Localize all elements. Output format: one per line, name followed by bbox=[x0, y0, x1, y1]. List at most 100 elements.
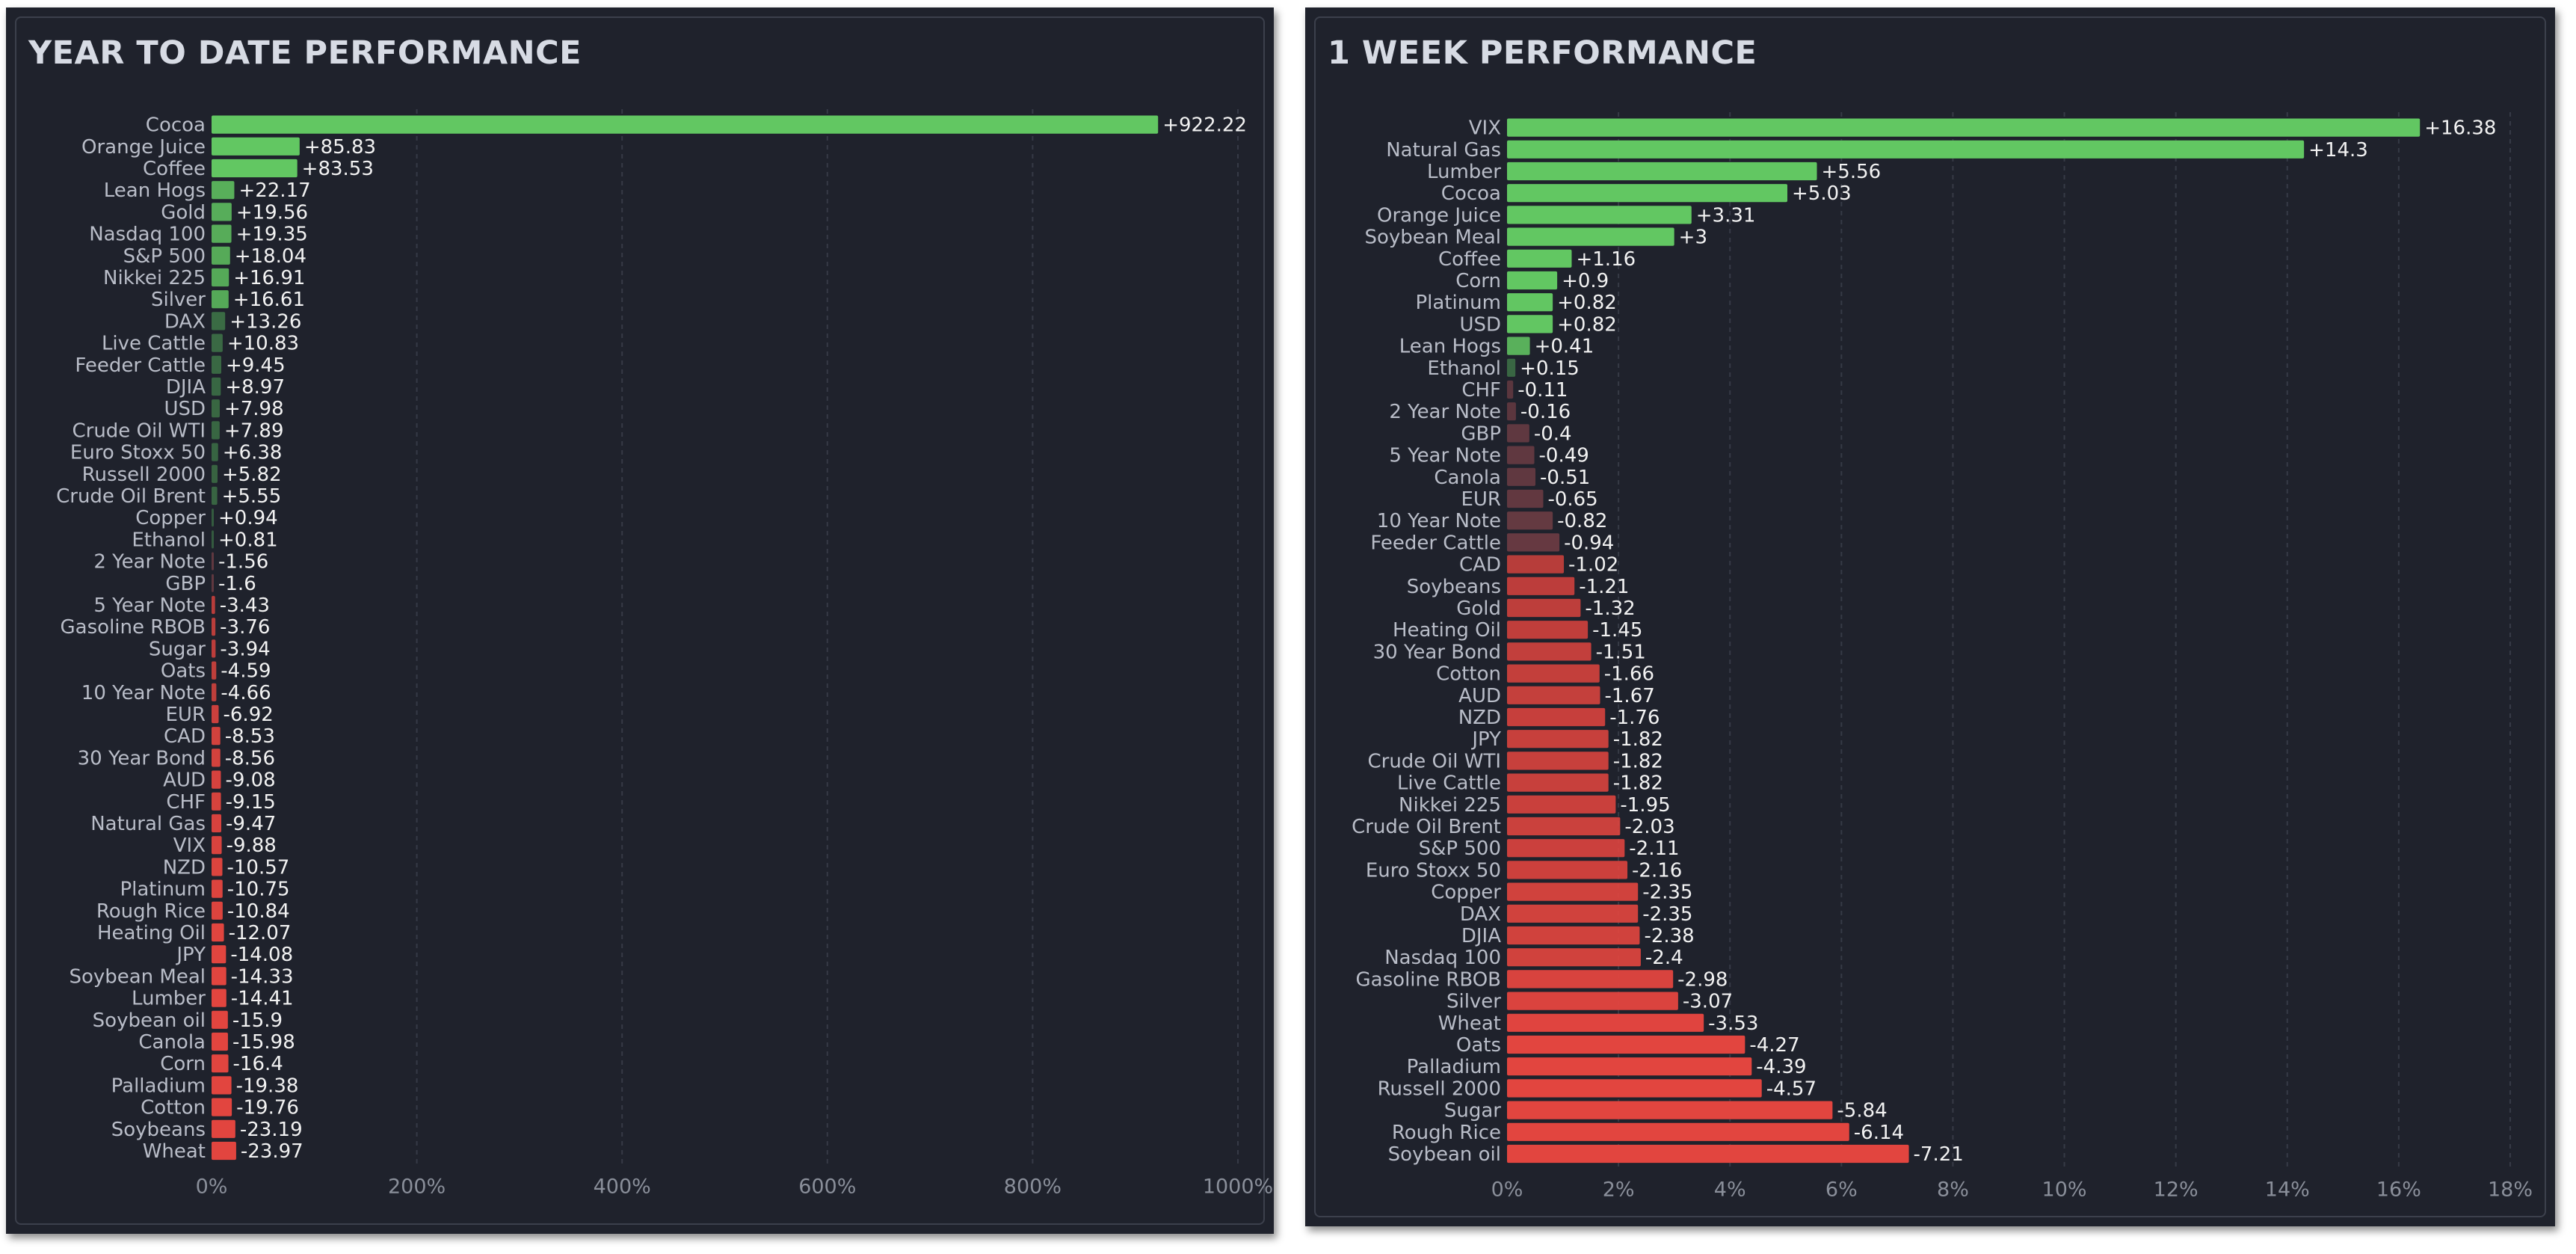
category-label: Sugar bbox=[1444, 1100, 1501, 1122]
category-label: Russell 2000 bbox=[82, 464, 206, 486]
value-label: -1.95 bbox=[1620, 794, 1670, 817]
x-tick-label: 16% bbox=[2376, 1178, 2421, 1202]
category-label: CHF bbox=[1461, 379, 1501, 402]
value-label: -0.4 bbox=[1534, 422, 1572, 445]
category-label: 2 Year Note bbox=[1389, 401, 1501, 423]
value-label: -4.66 bbox=[221, 682, 271, 704]
category-label: DAX bbox=[164, 310, 206, 333]
category-label: S&P 500 bbox=[1419, 837, 1501, 860]
value-label: -9.08 bbox=[225, 769, 275, 792]
ytd-panel: YEAR TO DATE PERFORMANCE 0% 200% 400% 600% 8… bbox=[6, 7, 1274, 1234]
value-label: +0.82 bbox=[1557, 313, 1617, 336]
category-label: USD bbox=[164, 398, 206, 420]
category-label: 30 Year Bond bbox=[1373, 641, 1501, 663]
value-label: +22.17 bbox=[238, 179, 310, 202]
category-label: Crude Oil Brent bbox=[1352, 816, 1501, 838]
bar bbox=[1507, 1144, 1909, 1164]
value-label: -0.94 bbox=[1564, 532, 1614, 554]
bar bbox=[1507, 1079, 1762, 1098]
value-label: -7.21 bbox=[1914, 1143, 1964, 1166]
bar bbox=[1507, 402, 1516, 421]
category-label: NZD bbox=[1458, 707, 1501, 729]
x-tick-label: 10% bbox=[2042, 1178, 2087, 1202]
bar bbox=[212, 464, 218, 483]
bar bbox=[1507, 795, 1616, 814]
x-tick-label: 0% bbox=[196, 1175, 228, 1199]
value-label: -3.76 bbox=[220, 616, 270, 639]
ytd-panel-border bbox=[15, 16, 1265, 1225]
value-label: -4.27 bbox=[1749, 1034, 1799, 1057]
value-label: -15.9 bbox=[232, 1009, 283, 1032]
value-label: +5.55 bbox=[222, 485, 282, 508]
category-label: USD bbox=[1459, 313, 1501, 336]
category-label: Soybeans bbox=[111, 1119, 206, 1141]
bar bbox=[212, 530, 214, 549]
bar bbox=[1507, 555, 1565, 574]
category-label: VIX bbox=[173, 835, 206, 857]
category-label: Crude Oil WTI bbox=[72, 419, 206, 442]
category-label: Platinum bbox=[120, 879, 206, 901]
value-label: +7.89 bbox=[224, 419, 284, 442]
value-label: -10.75 bbox=[227, 879, 290, 901]
ytd-bar-chart: 0% 200% 400% 600% 800% 1000% Cocoa +922.22 Orang… bbox=[56, 109, 1273, 1199]
category-label: GBP bbox=[165, 573, 206, 595]
bar bbox=[212, 1119, 235, 1138]
value-label: -6.14 bbox=[1854, 1122, 1904, 1144]
value-label: -23.19 bbox=[240, 1119, 303, 1141]
bar bbox=[1507, 992, 1678, 1010]
category-label: Wheat bbox=[1438, 1012, 1501, 1035]
value-label: +83.53 bbox=[302, 158, 374, 180]
value-label: -1.45 bbox=[1592, 619, 1642, 642]
category-label: Soybean oil bbox=[1388, 1143, 1501, 1166]
value-label: +16.38 bbox=[2424, 117, 2496, 140]
bar bbox=[212, 661, 217, 680]
category-label: 10 Year Note bbox=[81, 682, 206, 704]
bar bbox=[212, 246, 230, 265]
bar bbox=[212, 552, 214, 571]
x-tick-label: 2% bbox=[1603, 1178, 1635, 1202]
value-label: -9.15 bbox=[226, 791, 276, 814]
value-label: +0.82 bbox=[1557, 292, 1617, 314]
category-label: Lumber bbox=[1427, 161, 1501, 183]
category-label: Sugar bbox=[149, 638, 206, 660]
value-label: -12.07 bbox=[229, 922, 292, 944]
value-label: +0.9 bbox=[1562, 270, 1609, 292]
value-label: -3.53 bbox=[1708, 1012, 1758, 1035]
value-label: +19.35 bbox=[236, 224, 308, 246]
category-label: Oats bbox=[161, 660, 206, 683]
category-label: Cotton bbox=[1436, 663, 1501, 686]
week-bar-chart: 0% 2% 4% 6% 8% 10% 12% 14% 16% 18% VIX +16.38 Natura… bbox=[1352, 112, 2533, 1202]
category-label: DJIA bbox=[166, 376, 206, 399]
value-label: -4.57 bbox=[1766, 1078, 1817, 1100]
value-label: -1.76 bbox=[1609, 707, 1660, 729]
category-label: AUD bbox=[1458, 685, 1501, 707]
value-label: -10.57 bbox=[227, 856, 290, 879]
category-label: S&P 500 bbox=[123, 245, 206, 268]
category-label: EUR bbox=[165, 704, 206, 726]
value-label: -4.59 bbox=[221, 660, 271, 683]
bar bbox=[212, 814, 222, 833]
value-label: -1.51 bbox=[1596, 641, 1646, 663]
value-label: -1.82 bbox=[1613, 772, 1663, 795]
bar bbox=[212, 355, 221, 374]
bar bbox=[212, 639, 216, 658]
category-label: Canola bbox=[1434, 467, 1501, 489]
category-label: CAD bbox=[164, 725, 206, 748]
bar bbox=[1507, 271, 1558, 290]
category-label: JPY bbox=[175, 944, 206, 966]
bar bbox=[1507, 861, 1628, 879]
value-label: -14.08 bbox=[230, 944, 293, 966]
category-label: Nasdaq 100 bbox=[89, 224, 206, 246]
category-label: Canola bbox=[138, 1031, 206, 1054]
bar bbox=[1507, 926, 1640, 945]
bar bbox=[212, 1076, 232, 1095]
bar bbox=[212, 203, 232, 221]
category-label: Gold bbox=[161, 201, 206, 224]
bar bbox=[212, 1098, 232, 1116]
value-label: -15.98 bbox=[232, 1031, 295, 1054]
value-label: -1.66 bbox=[1604, 663, 1654, 686]
value-label: +18.04 bbox=[235, 245, 306, 268]
value-label: +0.41 bbox=[1535, 336, 1594, 358]
category-label: Heating Oil bbox=[97, 922, 206, 944]
category-label: Palladium bbox=[1407, 1056, 1501, 1078]
